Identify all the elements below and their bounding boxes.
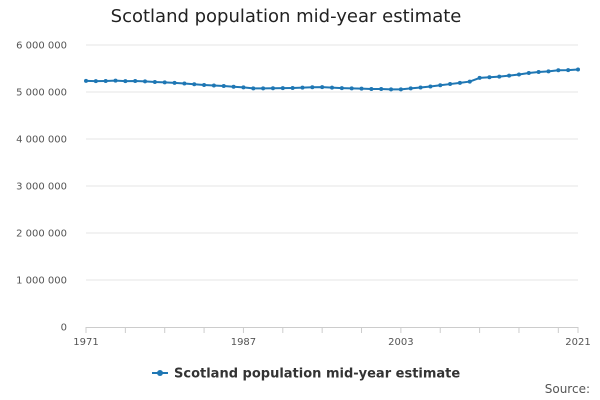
- data-point[interactable]: [507, 73, 512, 78]
- data-point[interactable]: [261, 86, 266, 91]
- data-point[interactable]: [192, 82, 197, 87]
- series-layer: [84, 67, 580, 92]
- x-tick-label: 1987: [231, 337, 256, 348]
- data-point[interactable]: [536, 70, 541, 75]
- data-point[interactable]: [477, 75, 482, 80]
- source-label: Source:: [544, 382, 590, 396]
- data-point[interactable]: [359, 86, 364, 91]
- data-point[interactable]: [113, 78, 118, 83]
- y-tick-label: 3 000 000: [16, 182, 67, 193]
- data-point[interactable]: [487, 75, 492, 80]
- data-point[interactable]: [438, 83, 443, 88]
- data-point[interactable]: [556, 68, 561, 73]
- data-point[interactable]: [379, 86, 384, 91]
- data-point[interactable]: [320, 85, 325, 90]
- data-point[interactable]: [389, 87, 394, 92]
- data-point[interactable]: [280, 86, 285, 91]
- data-point[interactable]: [330, 85, 334, 90]
- data-point[interactable]: [241, 85, 246, 90]
- data-point[interactable]: [546, 69, 551, 74]
- data-point[interactable]: [369, 87, 374, 92]
- legend-label[interactable]: Scotland population mid-year estimate: [174, 367, 460, 382]
- data-point[interactable]: [270, 86, 275, 91]
- data-point[interactable]: [339, 86, 344, 91]
- data-point[interactable]: [84, 78, 88, 83]
- x-tick-label: 2003: [388, 337, 413, 348]
- data-point[interactable]: [448, 82, 453, 87]
- data-point[interactable]: [202, 83, 207, 88]
- y-tick-label: 4 000 000: [16, 135, 67, 146]
- data-point[interactable]: [143, 79, 148, 84]
- data-point[interactable]: [211, 83, 216, 88]
- y-axis: 0 1 000 000 2 000 000 3 000 000 4 000 000 5 0…: [16, 41, 67, 334]
- data-point[interactable]: [526, 70, 531, 75]
- grid-layer: [86, 44, 578, 281]
- y-tick-label: 5 000 000: [16, 88, 67, 99]
- data-point[interactable]: [300, 85, 305, 90]
- y-tick-label: 6 000 000: [16, 41, 67, 52]
- data-point[interactable]: [516, 72, 521, 77]
- data-point[interactable]: [231, 84, 236, 89]
- chart-title: Scotland population mid-year estimate: [110, 6, 462, 27]
- data-point[interactable]: [172, 80, 177, 85]
- data-point[interactable]: [566, 68, 571, 73]
- data-point[interactable]: [162, 80, 167, 85]
- legend[interactable]: Scotland population mid-year estimate: [152, 367, 460, 382]
- y-tick-label: 0: [61, 323, 67, 334]
- y-tick-label: 1 000 000: [16, 276, 67, 287]
- data-point[interactable]: [497, 74, 502, 79]
- data-point[interactable]: [152, 80, 157, 85]
- x-axis: 1971 1987 2003 2021: [73, 327, 591, 348]
- data-point[interactable]: [221, 83, 226, 88]
- data-point[interactable]: [467, 79, 472, 84]
- data-point[interactable]: [428, 84, 433, 89]
- data-point[interactable]: [133, 79, 138, 84]
- data-point[interactable]: [123, 79, 128, 84]
- data-point[interactable]: [576, 67, 580, 72]
- x-tick-label: 2021: [565, 337, 590, 348]
- legend-swatch-marker: [157, 370, 163, 376]
- data-point[interactable]: [103, 79, 108, 84]
- data-point[interactable]: [408, 86, 413, 91]
- x-tick-label: 1971: [73, 337, 98, 348]
- data-point[interactable]: [310, 85, 315, 90]
- data-point[interactable]: [182, 81, 187, 86]
- data-point[interactable]: [349, 86, 354, 91]
- y-tick-label: 2 000 000: [16, 229, 67, 240]
- data-point[interactable]: [93, 79, 98, 84]
- data-point[interactable]: [457, 80, 462, 85]
- data-point[interactable]: [251, 86, 256, 91]
- data-point[interactable]: [398, 87, 403, 92]
- data-point[interactable]: [418, 85, 423, 90]
- data-point[interactable]: [290, 85, 295, 90]
